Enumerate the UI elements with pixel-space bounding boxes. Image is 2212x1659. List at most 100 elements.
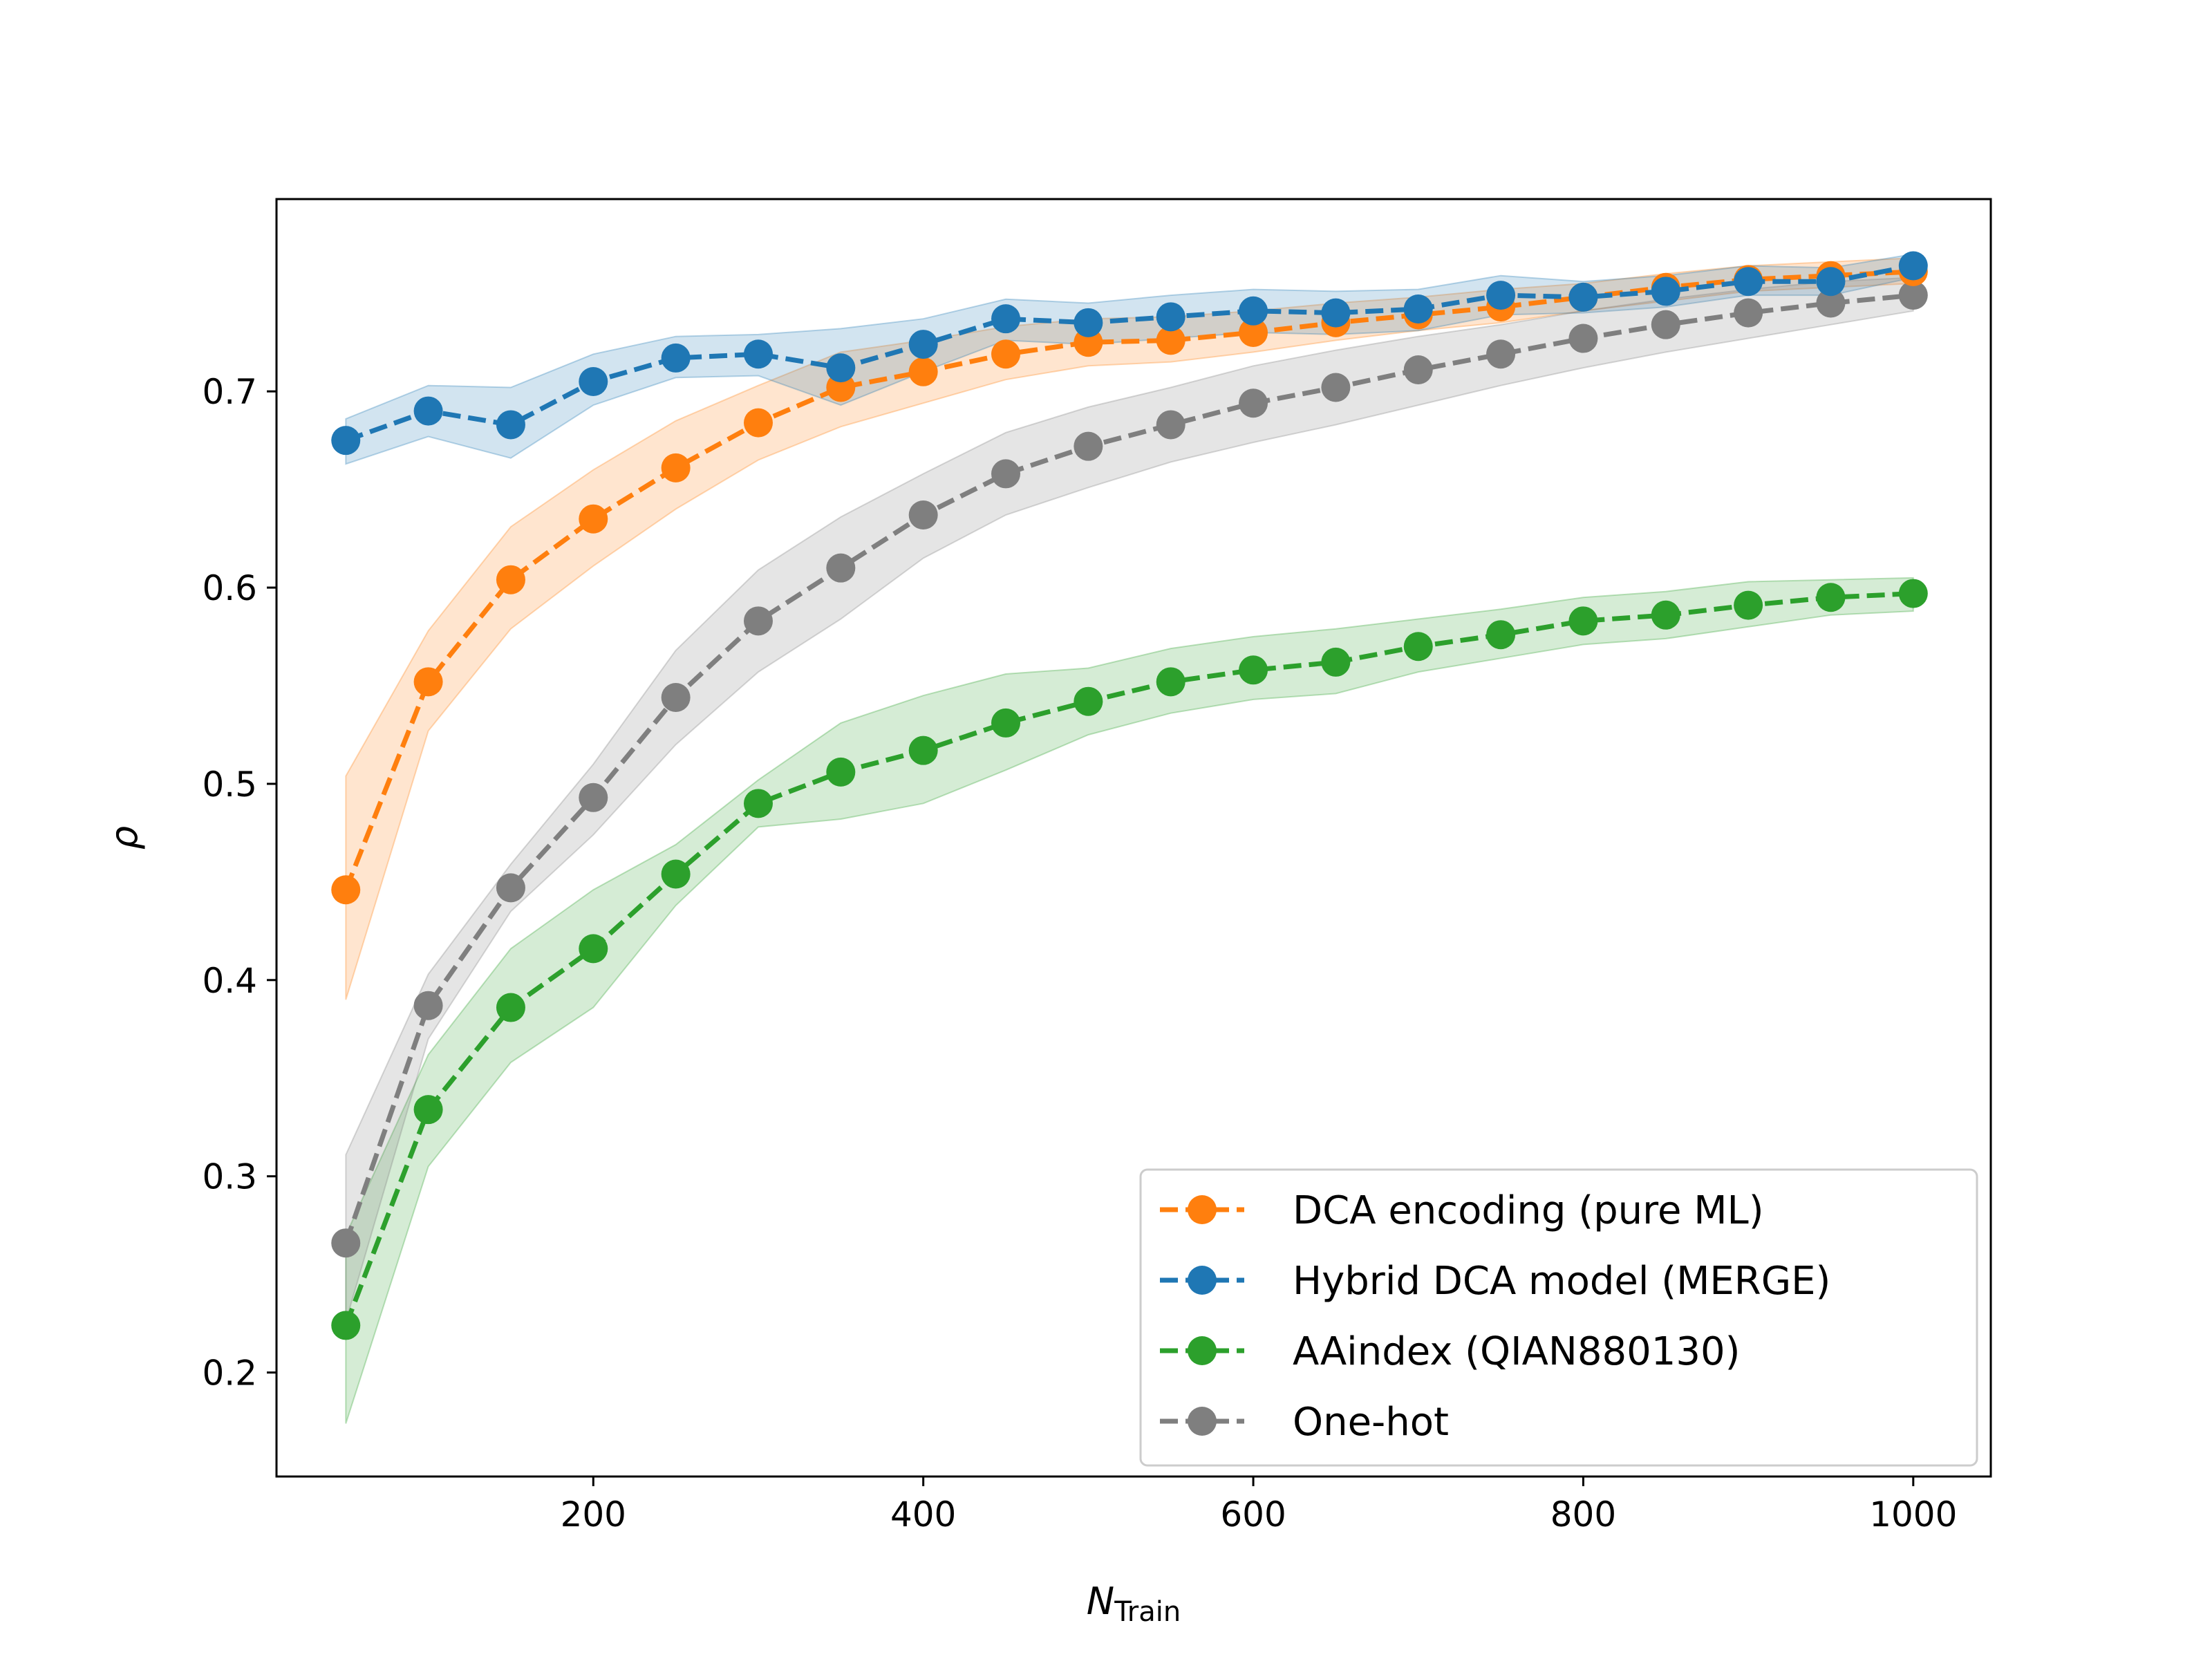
point-1-17: [1734, 267, 1763, 297]
point-3-2: [496, 873, 525, 903]
x-tick-label-4: 1000: [1869, 1494, 1957, 1535]
point-3-7: [908, 500, 938, 530]
point-3-4: [661, 683, 691, 713]
point-1-13: [1403, 294, 1433, 324]
x-tick-label-1: 400: [890, 1494, 956, 1535]
point-1-12: [1321, 298, 1351, 328]
point-1-1: [413, 396, 443, 426]
point-3-3: [579, 782, 608, 812]
point-1-15: [1568, 282, 1598, 312]
point-1-14: [1486, 281, 1516, 310]
point-3-12: [1321, 373, 1351, 402]
x-tick-label-2: 600: [1220, 1494, 1286, 1535]
x-axis-label-subscript: Train: [1114, 1596, 1181, 1628]
legend-marker-1: [1188, 1266, 1217, 1295]
series-3: [331, 281, 1928, 1258]
point-1-10: [1156, 302, 1185, 332]
legend-entry-2: AAindex (QIAN880130): [1160, 1329, 1740, 1374]
band-series-3: [345, 276, 1914, 1322]
point-0-1: [413, 667, 443, 697]
point-0-5: [743, 408, 773, 438]
legend: DCA encoding (pure ML) Hybrid DCA model (…: [1139, 1168, 1978, 1467]
point-2-12: [1321, 647, 1351, 677]
point-2-18: [1816, 583, 1846, 612]
point-3-15: [1568, 324, 1598, 353]
point-0-0: [331, 875, 361, 905]
series-line-3: [343, 292, 1914, 1244]
point-1-2: [496, 410, 525, 440]
point-2-7: [908, 735, 938, 765]
legend-entry-1: Hybrid DCA model (MERGE): [1160, 1259, 1830, 1304]
point-2-15: [1568, 606, 1598, 636]
point-2-13: [1403, 632, 1433, 662]
legend-label-3: One-hot: [1293, 1400, 1449, 1445]
point-3-8: [991, 459, 1021, 489]
point-2-10: [1156, 667, 1185, 697]
point-3-14: [1486, 339, 1516, 369]
legend-label-0: DCA encoding (pure ML): [1293, 1188, 1764, 1233]
y-axis: 0.2 0.3 0.4 0.5 0.6 0.7: [202, 372, 276, 1394]
y-tick-label-3: 0.5: [202, 765, 257, 805]
point-2-4: [661, 859, 691, 889]
legend-label-1: Hybrid DCA model (MERGE): [1293, 1259, 1830, 1304]
point-1-18: [1816, 267, 1846, 297]
point-3-18: [1816, 288, 1846, 318]
point-1-9: [1074, 308, 1103, 337]
point-2-6: [826, 757, 856, 787]
point-2-8: [991, 708, 1021, 738]
plot-area-frame: [275, 198, 1992, 1478]
point-1-3: [579, 367, 608, 396]
point-3-0: [331, 1228, 361, 1258]
x-axis-label-main: N: [1087, 1580, 1114, 1623]
point-3-13: [1403, 355, 1433, 384]
point-0-11: [1239, 318, 1268, 348]
point-1-7: [908, 330, 938, 359]
x-axis: 200 400 600 800 1000: [561, 1477, 1957, 1535]
y-tick-label-2: 0.4: [202, 961, 257, 1001]
point-2-1: [413, 1095, 443, 1125]
point-3-19: [1898, 281, 1928, 310]
band-series-2: [345, 577, 1914, 1424]
point-2-16: [1651, 600, 1680, 630]
point-1-0: [331, 426, 361, 456]
point-3-17: [1734, 298, 1763, 328]
x-axis-label: NTrain: [1087, 1580, 1181, 1628]
point-0-7: [908, 357, 938, 386]
legend-marker-2: [1188, 1336, 1217, 1365]
point-1-5: [743, 339, 773, 369]
y-tick-label-0: 0.2: [202, 1353, 257, 1394]
point-2-9: [1074, 686, 1103, 716]
point-3-11: [1239, 388, 1268, 418]
point-2-14: [1486, 620, 1516, 650]
point-1-6: [826, 353, 856, 383]
point-3-5: [743, 606, 773, 636]
y-axis-label: ρ: [102, 826, 146, 850]
point-3-6: [826, 553, 856, 583]
series-line-0: [344, 269, 1913, 891]
point-2-0: [331, 1311, 361, 1340]
point-2-19: [1898, 579, 1928, 608]
point-0-8: [991, 339, 1021, 369]
point-0-4: [661, 453, 691, 482]
legend-entry-0: DCA encoding (pure ML): [1160, 1188, 1764, 1233]
point-3-10: [1156, 410, 1185, 440]
y-tick-label-1: 0.3: [202, 1157, 257, 1197]
legend-marker-0: [1188, 1195, 1217, 1224]
series-1: [331, 251, 1928, 456]
point-1-4: [661, 343, 691, 373]
series-lines: [331, 251, 1928, 1340]
legend-entry-3: One-hot: [1160, 1400, 1449, 1445]
point-3-16: [1651, 310, 1680, 339]
point-2-5: [743, 789, 773, 818]
point-2-2: [496, 993, 525, 1022]
point-2-3: [579, 934, 608, 964]
point-0-3: [579, 504, 608, 534]
point-2-17: [1734, 590, 1763, 620]
point-1-16: [1651, 276, 1680, 306]
legend-label-2: AAindex (QIAN880130): [1293, 1329, 1740, 1374]
x-tick-label-3: 800: [1550, 1494, 1616, 1535]
point-1-11: [1239, 296, 1268, 326]
point-3-1: [413, 991, 443, 1020]
series-2: [331, 579, 1928, 1340]
